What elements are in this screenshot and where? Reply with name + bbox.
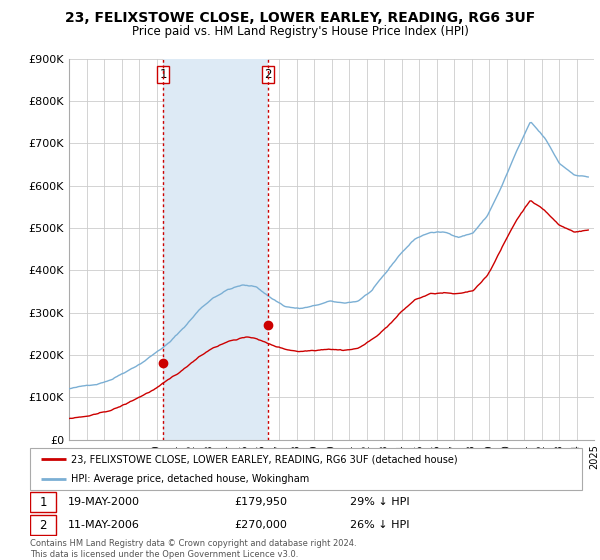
Text: 11-MAY-2006: 11-MAY-2006: [68, 520, 139, 530]
Text: 26% ↓ HPI: 26% ↓ HPI: [350, 520, 410, 530]
FancyBboxPatch shape: [30, 492, 56, 512]
Text: 23, FELIXSTOWE CLOSE, LOWER EARLEY, READING, RG6 3UF (detached house): 23, FELIXSTOWE CLOSE, LOWER EARLEY, READ…: [71, 454, 458, 464]
Text: HPI: Average price, detached house, Wokingham: HPI: Average price, detached house, Woki…: [71, 474, 310, 484]
Text: 29% ↓ HPI: 29% ↓ HPI: [350, 497, 410, 507]
Text: 2: 2: [264, 68, 272, 81]
Text: £179,950: £179,950: [234, 497, 287, 507]
Text: 1: 1: [160, 68, 167, 81]
Text: 23, FELIXSTOWE CLOSE, LOWER EARLEY, READING, RG6 3UF: 23, FELIXSTOWE CLOSE, LOWER EARLEY, READ…: [65, 11, 535, 25]
Text: £270,000: £270,000: [234, 520, 287, 530]
Text: 2: 2: [40, 519, 47, 532]
FancyBboxPatch shape: [30, 515, 56, 535]
Bar: [163, 59, 268, 440]
Text: Contains HM Land Registry data © Crown copyright and database right 2024.
This d: Contains HM Land Registry data © Crown c…: [30, 539, 356, 559]
Text: Price paid vs. HM Land Registry's House Price Index (HPI): Price paid vs. HM Land Registry's House …: [131, 25, 469, 38]
Text: 1: 1: [40, 496, 47, 509]
Text: 19-MAY-2000: 19-MAY-2000: [68, 497, 140, 507]
